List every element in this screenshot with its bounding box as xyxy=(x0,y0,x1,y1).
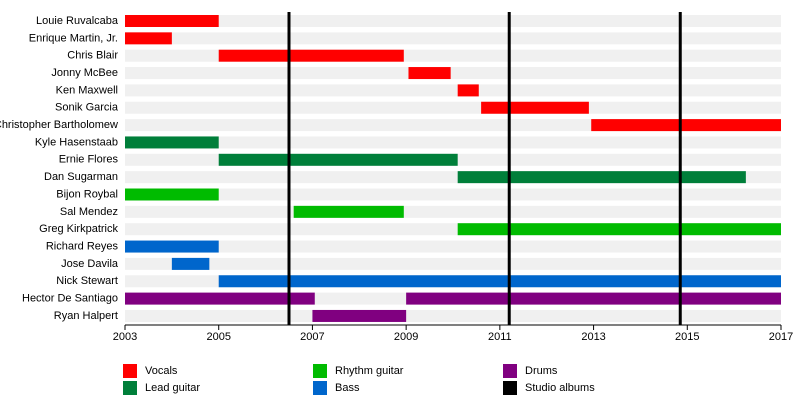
x-tick-label: 2013 xyxy=(581,331,605,343)
legend-swatch xyxy=(123,381,137,395)
legend-label: Bass xyxy=(335,382,360,394)
y-tick-label: Hector De Santiago xyxy=(22,293,118,305)
y-tick-label: Sal Mendez xyxy=(60,206,118,218)
legend-label: Vocals xyxy=(145,365,178,377)
legend-label: Drums xyxy=(525,365,558,377)
row-stripe xyxy=(125,136,781,149)
bar xyxy=(406,292,781,305)
y-tick-label: Bijon Roybal xyxy=(56,188,118,200)
x-tick-label: 2015 xyxy=(675,331,699,343)
legend-swatch xyxy=(313,381,327,395)
bar xyxy=(312,309,407,322)
y-tick-label: Sonik Garcia xyxy=(55,102,119,114)
row-stripe xyxy=(125,67,781,80)
bar xyxy=(218,153,458,166)
x-tick-label: 2009 xyxy=(394,331,418,343)
row-stripe xyxy=(125,15,781,27)
y-tick-label: Richard Reyes xyxy=(46,240,119,252)
legend-label: Rhythm guitar xyxy=(335,365,404,377)
bar xyxy=(408,67,451,80)
legend-swatch xyxy=(313,364,327,378)
x-tick-label: 2011 xyxy=(488,331,512,343)
legend-label: Lead guitar xyxy=(145,382,200,394)
y-tick-label: Dan Sugarman xyxy=(44,171,118,183)
row-stripe xyxy=(125,309,781,322)
y-tick-label: Chris Blair xyxy=(67,50,118,62)
x-tick-label: 2007 xyxy=(300,331,324,343)
bar xyxy=(457,171,746,184)
x-tick-label: 2017 xyxy=(769,331,793,343)
bar xyxy=(293,205,404,218)
bar xyxy=(457,223,781,236)
y-tick-label: Ryan Halpert xyxy=(54,310,118,322)
x-tick-label: 2005 xyxy=(206,331,230,343)
y-tick-label: Enrique Martin, Jr. xyxy=(29,32,118,44)
bar xyxy=(481,101,589,114)
bar xyxy=(125,292,315,305)
bar xyxy=(125,240,219,253)
y-tick-label: Greg Kirkpatrick xyxy=(39,223,118,235)
x-tick-label: 2003 xyxy=(113,331,137,343)
y-tick-label: Christopher Bartholomew xyxy=(0,119,118,131)
legend-swatch xyxy=(503,381,517,395)
y-tick-label: Ken Maxwell xyxy=(56,84,118,96)
row-stripe xyxy=(125,84,781,97)
bar xyxy=(171,257,210,270)
row-stripe xyxy=(125,32,781,45)
legend-swatch xyxy=(123,364,137,378)
bar xyxy=(125,15,219,27)
bar xyxy=(591,119,781,132)
row-stripe xyxy=(125,257,781,270)
bar xyxy=(218,49,404,62)
row-stripe xyxy=(125,188,781,201)
bar xyxy=(457,84,479,97)
y-tick-label: Kyle Hasenstaab xyxy=(35,136,118,148)
y-tick-label: Jonny McBee xyxy=(51,67,118,79)
bar xyxy=(125,32,172,45)
legend-swatch xyxy=(503,364,517,378)
row-stripe xyxy=(125,240,781,253)
y-tick-label: Nick Stewart xyxy=(56,275,118,287)
row-stripe xyxy=(125,101,781,114)
bar xyxy=(218,275,781,288)
y-tick-label: Jose Davila xyxy=(61,258,119,270)
y-tick-label: Ernie Flores xyxy=(59,154,119,166)
y-tick-label: Louie Ruvalcaba xyxy=(36,15,119,27)
bar xyxy=(125,136,219,149)
row-stripe xyxy=(125,205,781,218)
legend-label: Studio albums xyxy=(525,382,595,394)
bar xyxy=(125,188,219,201)
